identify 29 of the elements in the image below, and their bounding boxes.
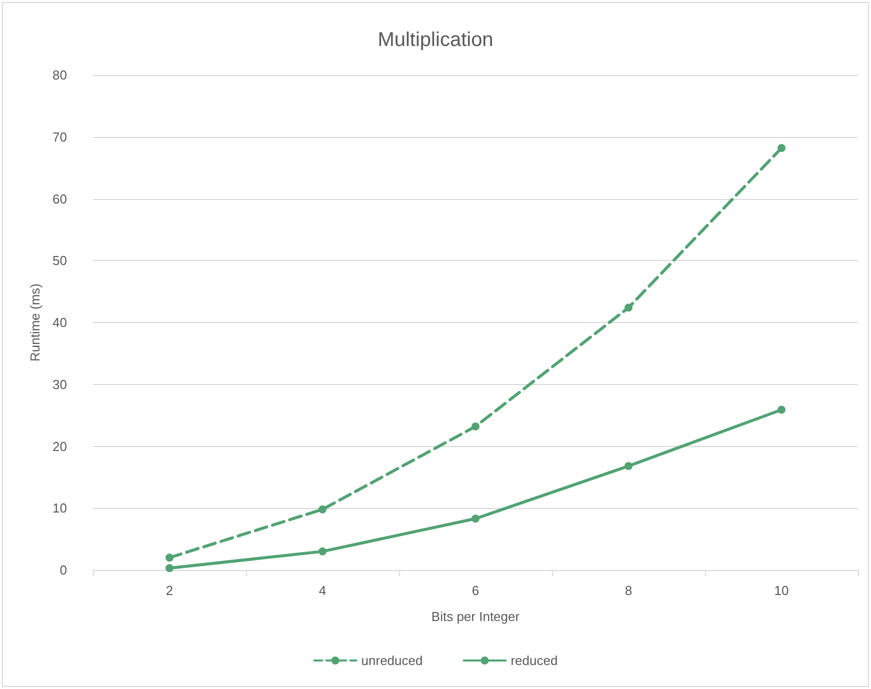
y-tick-label: 50 xyxy=(52,253,67,268)
x-axis-title: Bits per Integer xyxy=(431,609,520,624)
x-tick-label: 10 xyxy=(774,583,789,598)
y-tick-label: 0 xyxy=(60,562,67,578)
y-tick-label: 40 xyxy=(52,315,67,330)
y-tick-label: 60 xyxy=(52,191,67,206)
point xyxy=(472,514,480,523)
y-tick-label: 30 xyxy=(52,376,67,392)
point xyxy=(778,406,786,414)
point xyxy=(318,505,326,514)
y-tick-label: 80 xyxy=(52,68,67,82)
legend-label: reduced xyxy=(510,653,558,668)
x-tick-label: 2 xyxy=(166,583,174,598)
point xyxy=(778,144,786,152)
x-tick-label: 8 xyxy=(624,583,632,598)
point xyxy=(624,304,632,312)
y-tick-label: 70 xyxy=(52,129,67,144)
point xyxy=(472,422,480,430)
point xyxy=(166,554,174,562)
point xyxy=(624,462,632,470)
point xyxy=(318,547,326,556)
legend-label: unreduced xyxy=(361,653,423,668)
y-tick-label: 20 xyxy=(52,438,67,454)
x-tick-label: 4 xyxy=(318,583,326,598)
chart-title: Multiplication xyxy=(378,29,494,51)
x-tick-label: 6 xyxy=(472,583,480,598)
y-axis-title: Runtime (ms) xyxy=(28,283,43,362)
point xyxy=(166,564,174,572)
y-tick-label: 10 xyxy=(52,500,67,516)
